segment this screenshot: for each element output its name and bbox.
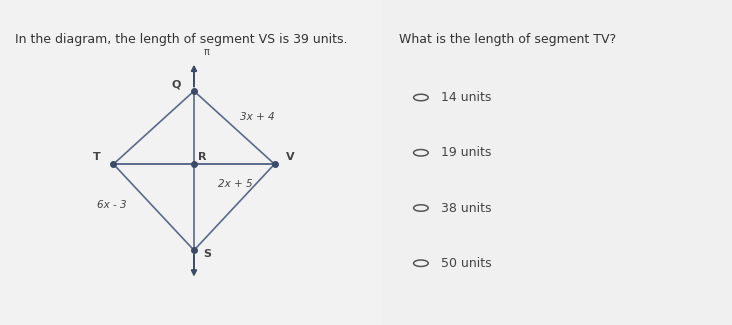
- Text: 2x + 5: 2x + 5: [218, 179, 253, 189]
- Text: 14 units: 14 units: [441, 91, 492, 104]
- Text: S: S: [203, 249, 211, 259]
- Text: T: T: [92, 152, 100, 162]
- Text: 3x + 4: 3x + 4: [240, 112, 274, 122]
- Text: In the diagram, the length of segment VS is 39 units.: In the diagram, the length of segment VS…: [15, 32, 347, 46]
- FancyBboxPatch shape: [0, 0, 381, 325]
- Text: π: π: [203, 47, 209, 57]
- Text: 19 units: 19 units: [441, 146, 492, 159]
- Text: 6x - 3: 6x - 3: [97, 200, 127, 210]
- Text: 50 units: 50 units: [441, 257, 492, 270]
- Text: V: V: [285, 152, 294, 162]
- Text: 38 units: 38 units: [441, 202, 492, 214]
- Text: What is the length of segment TV?: What is the length of segment TV?: [399, 32, 616, 46]
- Text: Q: Q: [171, 79, 181, 89]
- Text: R: R: [198, 152, 206, 162]
